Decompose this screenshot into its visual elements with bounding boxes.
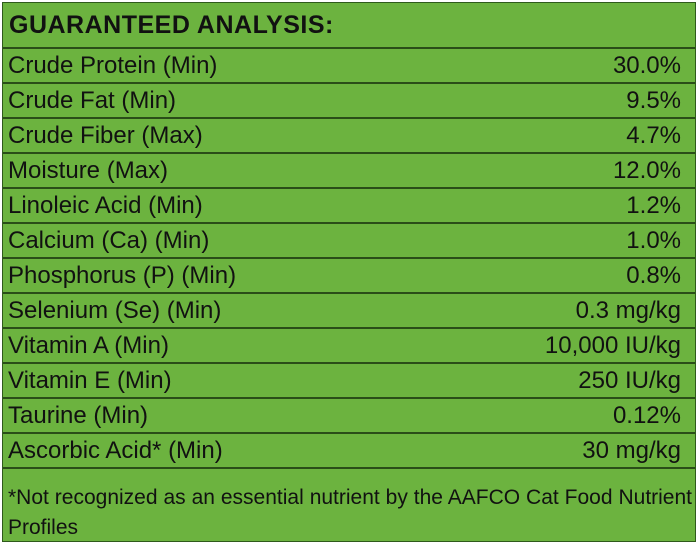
table-row: Vitamin A (Min) 10,000 IU/kg	[3, 329, 695, 364]
nutrient-value: 0.12%	[612, 401, 681, 429]
table-row: Linoleic Acid (Min) 1.2%	[3, 189, 695, 224]
nutrient-name: Taurine (Min)	[8, 401, 149, 429]
nutrient-name: Crude Fat (Min)	[8, 86, 177, 114]
table-row: Ascorbic Acid* (Min) 30 mg/kg	[3, 434, 695, 469]
analysis-table: Crude Protein (Min) 30.0% Crude Fat (Min) 9…	[3, 47, 695, 469]
nutrient-name: Calcium (Ca) (Min)	[8, 226, 210, 254]
footnote: *Not recognized as an essential nutrient…	[8, 486, 692, 539]
nutrient-name: Ascorbic Acid* (Min)	[8, 436, 223, 464]
nutrient-value: 9.5%	[626, 86, 681, 114]
nutrient-value: 30.0%	[612, 51, 681, 79]
table-row: Crude Fat (Min) 9.5%	[3, 84, 695, 119]
table-row: Vitamin E (Min) 250 IU/kg	[3, 364, 695, 399]
nutrient-value: 4.7%	[626, 121, 681, 149]
nutrient-value: 10,000 IU/kg	[544, 331, 681, 359]
table-row: Crude Protein (Min) 30.0%	[3, 49, 695, 84]
nutrient-name: Crude Protein (Min)	[8, 51, 218, 79]
title: GUARANTEED ANALYSIS:	[9, 11, 334, 39]
nutrient-name: Moisture (Max)	[8, 156, 169, 184]
nutrient-value: 1.2%	[626, 191, 681, 219]
table-row: Crude Fiber (Max) 4.7%	[3, 119, 695, 154]
nutrient-name: Vitamin A (Min)	[8, 331, 169, 359]
nutrient-value: 30 mg/kg	[582, 436, 681, 464]
nutrient-value: 0.3 mg/kg	[575, 296, 681, 324]
nutrient-name: Crude Fiber (Max)	[8, 121, 203, 149]
table-row: Calcium (Ca) (Min) 1.0%	[3, 224, 695, 259]
nutrient-value: 1.0%	[626, 226, 681, 254]
nutrient-name: Linoleic Acid (Min)	[8, 191, 203, 219]
nutrient-name: Selenium (Se) (Min)	[8, 296, 222, 324]
nutrient-value: 12.0%	[612, 156, 681, 184]
table-row: Taurine (Min) 0.12%	[3, 399, 695, 434]
nutrient-name: Vitamin E (Min)	[8, 366, 172, 394]
table-row: Moisture (Max) 12.0%	[3, 154, 695, 189]
nutrient-value: 0.8%	[626, 261, 681, 289]
nutrient-name: Phosphorus (P) (Min)	[8, 261, 237, 289]
table-row: Selenium (Se) (Min) 0.3 mg/kg	[3, 294, 695, 329]
nutrient-value: 250 IU/kg	[578, 366, 681, 394]
table-row: Phosphorus (P) (Min) 0.8%	[3, 259, 695, 294]
